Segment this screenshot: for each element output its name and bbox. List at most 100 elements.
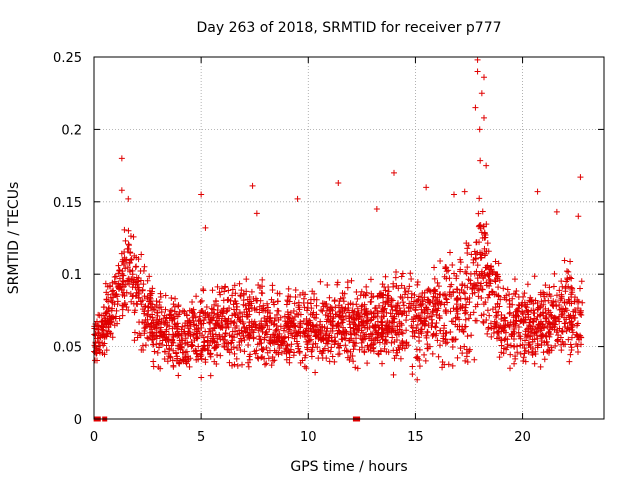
- data-point: [434, 307, 441, 314]
- data-point: [492, 271, 499, 278]
- data-point: [480, 311, 487, 318]
- data-point: [212, 331, 219, 338]
- data-point: [291, 333, 298, 340]
- data-point: [567, 341, 574, 348]
- data-point: [296, 348, 303, 355]
- data-point: [548, 347, 555, 354]
- data-point: [162, 306, 169, 313]
- data-point: [211, 310, 218, 317]
- data-point: [478, 90, 485, 97]
- data-point: [241, 324, 248, 331]
- data-point: [202, 312, 209, 319]
- data-point: [433, 330, 440, 337]
- data-point: [132, 293, 139, 300]
- data-point: [398, 322, 405, 329]
- data-point: [93, 318, 100, 325]
- data-point: [266, 337, 273, 344]
- data-point: [135, 286, 142, 293]
- data-point: [514, 343, 521, 350]
- data-point: [551, 321, 558, 328]
- data-point: [337, 295, 344, 302]
- data-point: [546, 320, 553, 327]
- data-point: [419, 320, 426, 327]
- data-point: [532, 350, 539, 357]
- data-point: [493, 312, 500, 319]
- data-point: [144, 277, 151, 284]
- data-point: [414, 321, 421, 328]
- data-point: [265, 355, 272, 362]
- data-point: [115, 270, 122, 277]
- data-point: [224, 307, 231, 314]
- data-point: [138, 251, 145, 258]
- data-point: [311, 329, 318, 336]
- data-point: [304, 299, 311, 306]
- data-point: [537, 363, 544, 370]
- data-point: [543, 291, 550, 298]
- data-point: [214, 283, 221, 290]
- data-point: [522, 337, 529, 344]
- data-point: [379, 281, 386, 288]
- data-point: [506, 304, 513, 311]
- data-point: [568, 334, 575, 341]
- data-point: [529, 351, 536, 358]
- data-point: [284, 309, 291, 316]
- data-point: [483, 162, 490, 169]
- data-point: [278, 349, 285, 356]
- data-point: [205, 313, 212, 320]
- data-point: [503, 292, 510, 299]
- data-point: [233, 344, 240, 351]
- data-point: [332, 311, 339, 318]
- data-point: [340, 324, 347, 331]
- data-point: [238, 329, 245, 336]
- data-point: [183, 348, 190, 355]
- data-point: [146, 273, 153, 280]
- data-point: [421, 351, 428, 358]
- data-point: [245, 363, 252, 370]
- data-point: [125, 227, 132, 234]
- data-point: [395, 311, 402, 318]
- data-point: [461, 323, 468, 330]
- data-point: [148, 305, 155, 312]
- data-point: [176, 308, 183, 315]
- data-point: [135, 256, 142, 263]
- data-point: [575, 349, 582, 356]
- data-point: [412, 307, 419, 314]
- data-point: [579, 299, 586, 306]
- data-point: [294, 195, 301, 202]
- data-point: [163, 342, 170, 349]
- data-point: [432, 290, 439, 297]
- data-point: [403, 312, 410, 319]
- data-point: [266, 310, 273, 317]
- data-point: [558, 347, 565, 354]
- data-point: [449, 362, 456, 369]
- data-point: [413, 298, 420, 305]
- data-point: [383, 309, 390, 316]
- data-point: [436, 314, 443, 321]
- data-point: [559, 327, 566, 334]
- data-point: [188, 338, 195, 345]
- data-point: [111, 301, 118, 308]
- data-point: [406, 283, 413, 290]
- data-point: [142, 342, 149, 349]
- data-point: [443, 295, 450, 302]
- data-point: [138, 301, 145, 308]
- data-point: [564, 325, 571, 332]
- data-point: [125, 245, 132, 252]
- data-point: [102, 310, 109, 317]
- data-point: [327, 313, 334, 320]
- data-point: [153, 335, 160, 342]
- data-point: [423, 332, 430, 339]
- data-point: [496, 354, 503, 361]
- data-point: [434, 279, 441, 286]
- data-point: [260, 346, 267, 353]
- data-point: [214, 352, 221, 359]
- data-point: [174, 332, 181, 339]
- data-point: [137, 332, 144, 339]
- data-point: [384, 292, 391, 299]
- data-point: [233, 355, 240, 362]
- data-point: [349, 319, 356, 326]
- data-point: [561, 257, 568, 264]
- data-point: [578, 278, 585, 285]
- data-point: [100, 324, 107, 331]
- data-point: [541, 356, 548, 363]
